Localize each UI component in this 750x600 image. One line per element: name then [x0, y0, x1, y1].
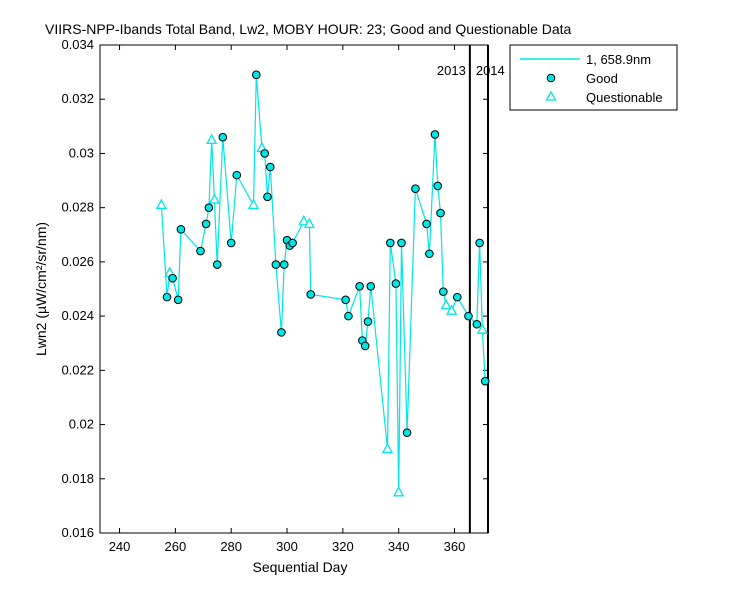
good-point [402, 428, 412, 437]
good-point [430, 130, 440, 139]
good-point [436, 208, 445, 218]
legend-label-good: Good [586, 71, 618, 86]
good-point [366, 281, 376, 291]
questionable-point [155, 198, 167, 210]
y-tick-label: 0.018 [61, 471, 94, 486]
y-axis: 0.016 0.018 0.02 0.022 0.024 0.026 0.028 0.03 0.… [61, 37, 488, 540]
legend: 1, 658.9nm Good Questionable [509, 44, 678, 111]
questionable-point [206, 133, 218, 145]
y-tick-label: 0.034 [61, 37, 94, 52]
good-point [452, 292, 462, 302]
y-tick-label: 0.032 [61, 91, 94, 106]
questionable-point [393, 485, 405, 497]
good-point [279, 260, 289, 269]
x-tick-label: 300 [276, 539, 298, 554]
y-tick-label: 0.03 [69, 145, 94, 160]
y-tick-label: 0.022 [61, 362, 94, 377]
good-point [265, 162, 275, 172]
questionable-point [208, 193, 221, 204]
x-tick-label: 360 [444, 539, 466, 554]
good-point [196, 246, 205, 256]
good-point [252, 70, 261, 80]
good-point [386, 238, 395, 248]
legend-label-questionable: Questionable [586, 90, 663, 105]
good-point [173, 295, 183, 305]
series-line-658nm [160, 74, 486, 493]
good-point [277, 328, 286, 337]
good-point [475, 238, 484, 248]
year-markers: 2013 2014 [437, 45, 505, 533]
y-tick-label: 0.026 [61, 254, 94, 269]
chart-title: VIIRS-NPP-Ibands Total Band, Lw2, MOBY H… [45, 21, 572, 37]
questionable-point [303, 217, 315, 229]
x-tick-label: 260 [165, 539, 187, 554]
x-tick-label: 240 [109, 539, 131, 554]
plot-area [99, 44, 489, 534]
good-point [355, 281, 364, 291]
good-point [232, 170, 242, 180]
good-point [212, 260, 222, 269]
good-point [433, 181, 443, 191]
good-point [168, 273, 177, 283]
questionable-markers [155, 133, 488, 497]
good-point [391, 279, 401, 288]
x-axis-label: Sequential Day [253, 559, 348, 575]
y-tick-label: 0.02 [69, 417, 94, 432]
questionable-point [476, 323, 488, 334]
questionable-point [298, 214, 310, 226]
good-point [218, 132, 228, 142]
good-point [397, 238, 406, 248]
good-point [425, 249, 434, 259]
y-tick-label: 0.028 [61, 200, 94, 215]
legend-box [509, 44, 678, 111]
legend-triangle-swatch [545, 90, 557, 101]
good-point [464, 311, 473, 321]
questionable-point [440, 298, 452, 310]
y-tick-label: 0.016 [61, 525, 94, 540]
questionable-point [247, 198, 260, 210]
good-point [411, 184, 420, 193]
good-point [288, 238, 297, 248]
y-tick-label: 0.024 [61, 308, 94, 323]
good-point [472, 319, 482, 329]
good-point [162, 292, 172, 302]
good-point [363, 317, 373, 326]
x-axis: 240 260 280 300 320 340 360 [109, 45, 466, 554]
good-point [176, 225, 186, 234]
good-point [271, 260, 281, 269]
good-point [201, 219, 211, 229]
year-label-right: 2014 [476, 63, 505, 78]
good-point [263, 192, 272, 202]
good-point [226, 238, 236, 248]
x-tick-label: 280 [220, 539, 242, 554]
questionable-point [446, 304, 458, 315]
x-tick-label: 340 [388, 539, 410, 554]
legend-label-line: 1, 658.9nm [586, 52, 651, 67]
legend-circle-swatch [546, 73, 556, 83]
good-point [306, 290, 316, 299]
questionable-point [381, 442, 394, 454]
x-tick-label: 320 [332, 539, 354, 554]
good-point [204, 203, 214, 212]
good-point [341, 295, 350, 305]
good-point [344, 311, 353, 321]
good-point [422, 219, 431, 229]
good-markers [162, 70, 490, 437]
good-point [439, 287, 448, 297]
good-point [480, 376, 490, 386]
good-point [360, 341, 370, 351]
year-label-left: 2013 [437, 63, 466, 78]
good-point [260, 149, 269, 158]
y-axis-label: Lwn2 (µW/cm²/sr/nm) [33, 222, 49, 356]
